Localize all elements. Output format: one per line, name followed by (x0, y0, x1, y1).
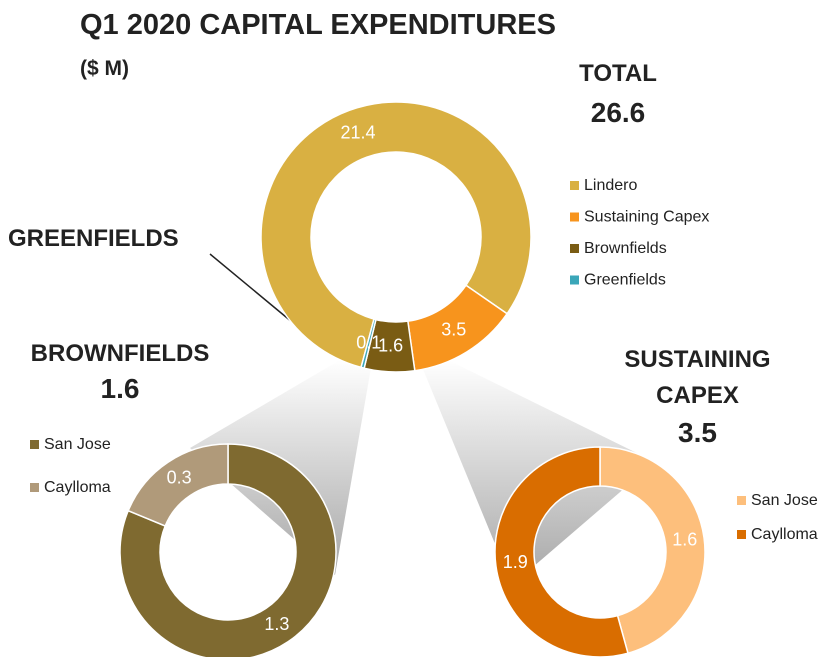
data-label: 0.3 (167, 468, 192, 488)
donut-segment (360, 318, 377, 370)
legend-swatch (570, 212, 579, 222)
data-label: 1.3 (264, 614, 289, 634)
legend-swatch (570, 275, 579, 285)
data-label: 1.6 (672, 529, 697, 549)
legend-swatch (30, 483, 39, 492)
legend-label: Lindero (584, 177, 637, 194)
data-label: 1.6 (378, 336, 403, 356)
annotation: GREENFIELDS (8, 225, 179, 252)
legend-swatch (737, 496, 746, 505)
subtitle: ($ M) (80, 57, 129, 80)
legend-swatch (30, 440, 39, 449)
donut-segment (119, 443, 337, 657)
total-label: TOTAL (579, 60, 657, 87)
donut-segment (127, 443, 229, 527)
brownfields-label: BROWNFIELDS (30, 340, 210, 367)
title: Q1 2020 CAPITAL EXPENDITURES (80, 9, 556, 41)
donut-segment (260, 101, 532, 369)
data-label: 1.9 (503, 552, 528, 572)
sustaining-value: 3.5 (678, 417, 717, 448)
legend-label: San Jose (44, 436, 111, 453)
legend-label: Caylloma (44, 479, 111, 496)
legend-label: San Jose (751, 492, 818, 509)
legend-label: Greenfields (584, 272, 666, 289)
donut-segment (494, 446, 629, 657)
legend-swatch (737, 530, 746, 539)
sustaining-label: SUSTAINING CAPEX (624, 346, 771, 409)
legend-swatch (570, 181, 579, 190)
brownfields-value: 1.6 (100, 373, 140, 404)
legend-swatch (570, 244, 579, 253)
legend-label: Sustaining Capex (584, 209, 709, 226)
data-label: 0.1 (356, 332, 381, 352)
data-label: 21.4 (341, 123, 376, 143)
data-label: 3.5 (441, 319, 466, 339)
annotation-line (209, 253, 293, 323)
total-value: 26.6 (590, 97, 646, 128)
legend-label: Brownfields (584, 240, 667, 257)
legend-label: Caylloma (751, 526, 818, 543)
donut-segment (599, 446, 706, 655)
